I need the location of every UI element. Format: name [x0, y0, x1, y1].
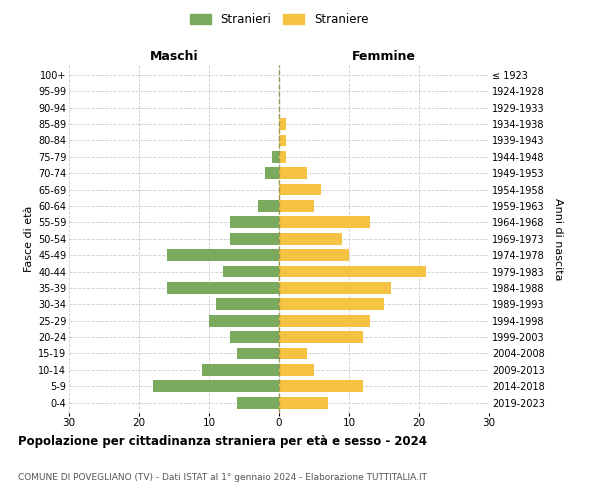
Y-axis label: Anni di nascita: Anni di nascita [553, 198, 563, 280]
Bar [223, 266, 279, 278]
Bar [216, 298, 279, 310]
Bar [167, 249, 279, 261]
Text: Femmine: Femmine [352, 50, 416, 62]
Bar [279, 216, 370, 228]
Y-axis label: Fasce di età: Fasce di età [23, 206, 34, 272]
Bar [279, 134, 286, 146]
Bar [279, 331, 363, 343]
Bar [279, 118, 286, 130]
Bar [230, 216, 279, 228]
Legend: Stranieri, Straniere: Stranieri, Straniere [185, 8, 373, 31]
Bar [279, 266, 426, 278]
Bar [209, 315, 279, 326]
Text: Popolazione per cittadinanza straniera per età e sesso - 2024: Popolazione per cittadinanza straniera p… [18, 435, 427, 448]
Bar [258, 200, 279, 212]
Bar [272, 151, 279, 162]
Bar [279, 397, 328, 408]
Bar [265, 168, 279, 179]
Bar [279, 364, 314, 376]
Bar [279, 282, 391, 294]
Bar [279, 200, 314, 212]
Bar [237, 348, 279, 360]
Bar [279, 348, 307, 360]
Bar [279, 249, 349, 261]
Text: Maschi: Maschi [149, 50, 199, 62]
Bar [279, 168, 307, 179]
Bar [153, 380, 279, 392]
Bar [230, 233, 279, 244]
Bar [237, 397, 279, 408]
Text: COMUNE DI POVEGLIANO (TV) - Dati ISTAT al 1° gennaio 2024 - Elaborazione TUTTITA: COMUNE DI POVEGLIANO (TV) - Dati ISTAT a… [18, 472, 427, 482]
Bar [279, 315, 370, 326]
Bar [279, 184, 321, 196]
Bar [279, 233, 342, 244]
Bar [202, 364, 279, 376]
Bar [167, 282, 279, 294]
Bar [279, 151, 286, 162]
Bar [279, 298, 384, 310]
Bar [279, 380, 363, 392]
Bar [230, 331, 279, 343]
